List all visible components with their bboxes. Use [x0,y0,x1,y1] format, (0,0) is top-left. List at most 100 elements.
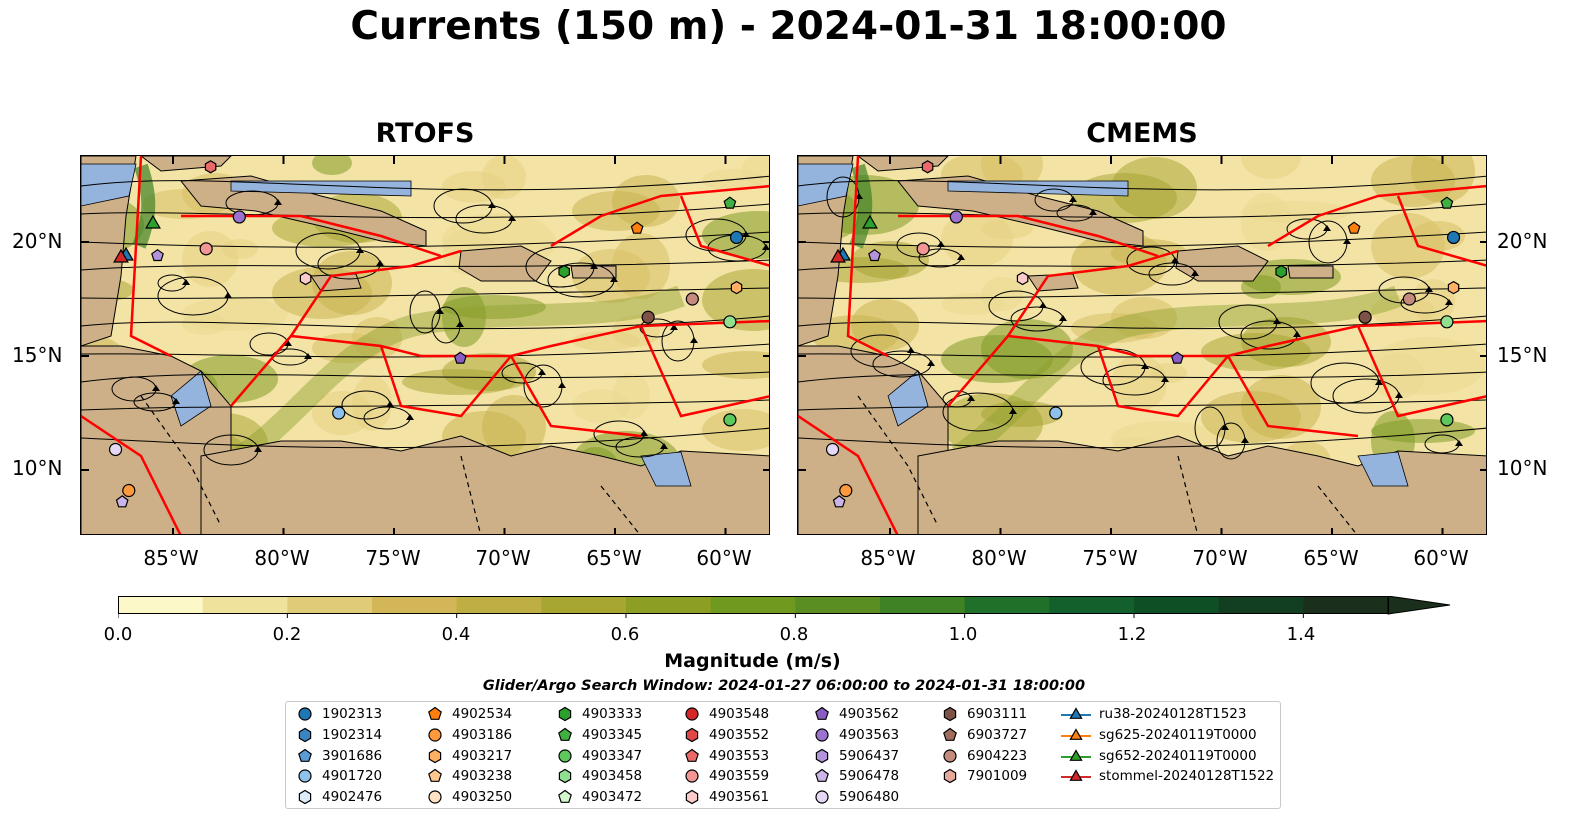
legend-label: 4902476 [322,789,383,806]
colorbar-segment [541,596,627,614]
legend-label: 4903345 [582,726,643,743]
legend-label: 4903561 [709,789,770,806]
speed-patch [702,351,769,379]
shallow-water [887,370,929,427]
lon-label-60w-left: 60°W [696,546,752,570]
colorbar-segment [1049,596,1135,614]
glider-marker [830,248,846,263]
lon-label-80w-right: 80°W [971,546,1027,570]
streamline-arrow [538,369,546,375]
strong-current-band [132,163,156,249]
speed-patch [1241,193,1291,251]
colorbar-segment [1134,596,1220,614]
map-canvas [81,156,769,534]
streamline-arrow [640,430,648,436]
legend-entry: 4903238 [426,766,512,786]
legend-entry: 5906437 [813,746,899,766]
eez-boundary [679,195,769,267]
streamline-arrow [1343,238,1351,244]
shallow-water [640,451,692,487]
legend-label: stommel-20240128T1522 [1099,768,1275,785]
land-mass [917,435,1486,534]
legend-entry: sg652-20240119T0000 [1061,746,1257,766]
streamline-arrow [1221,424,1229,430]
legend-label: 4903250 [452,789,513,806]
colorbar-segment [710,596,796,614]
legend-entry: 4903333 [556,704,642,724]
legend-entry: 4903552 [683,725,769,745]
colorbar-outline [118,596,1389,614]
legend-entry: stommel-20240128T1522 [1061,766,1274,786]
strong-current-band [234,285,685,466]
strong-current-band [849,163,873,249]
legend-label: 4903186 [452,726,513,743]
lat-label-15n-left: 15°N [12,343,63,367]
pentagon-marker-icon [815,769,829,783]
eez-boundary [846,156,889,358]
legend-entry: sg625-20240119T0000 [1061,725,1257,745]
cmems-map [797,155,1487,535]
legend-entry: 6904223 [941,746,1027,766]
shallow-water [170,370,212,427]
speed-patch [702,409,769,451]
circle-marker-icon [815,728,829,742]
eez-boundary [1226,355,1359,438]
circle-marker-icon [298,769,312,783]
shallow-water [230,180,412,197]
streamline-arrow [762,244,769,250]
rtofs-panel-title: RTOFS [375,118,475,149]
argo-float-marker [332,406,346,420]
axis-ticks [81,156,769,534]
country-border [140,395,641,534]
streamline [798,231,1486,248]
legend-entry: 7901009 [941,766,1027,786]
streamline-arrow [1241,437,1249,443]
rtofs-map [80,155,770,535]
argo-float-marker [730,280,743,295]
streamline [81,399,769,411]
colorbar-segment [456,596,542,614]
pentagon-marker-icon [428,769,442,783]
streamline [798,371,1486,383]
eez-boundary [1396,195,1486,267]
speed-patch [702,269,769,331]
streamline [798,315,1486,330]
colorbar-tick: 0.0 [103,624,133,645]
eez-boundary [1267,184,1486,248]
streamline [81,427,769,449]
argo-float-marker [1358,310,1372,324]
legend-label: 4902534 [452,706,513,722]
speed-patch [182,313,228,335]
legend-entry: 4903562 [813,704,899,724]
eez-boundary [639,325,769,418]
speed-patch [442,171,506,203]
argo-float-marker [868,248,881,262]
lon-label-75w-left: 75°W [365,546,421,570]
colorbar [118,596,1451,618]
eez-boundary [379,345,512,418]
legend-label: 4903472 [582,789,643,806]
streamline-arrow [508,215,516,221]
speed-patch [1371,295,1435,327]
land-mass [857,156,949,172]
legend-label: 4903562 [839,706,900,722]
eez-boundary [81,414,182,534]
circle-marker-icon [685,769,699,783]
argo-float-marker [115,495,129,508]
argo-float-marker [1446,230,1461,245]
legend-label: 1902314 [322,726,383,743]
streamline [798,399,1486,411]
lon-label-60w-right: 60°W [1413,546,1469,570]
legend-entry: 4903250 [426,787,512,807]
argo-float-marker [151,248,164,262]
legend-entry: 4901720 [296,766,382,786]
lat-label-10n-left: 10°N [12,456,63,480]
streamline [798,427,1486,449]
triangle-marker-icon [1061,728,1091,740]
glider-marker [113,248,129,263]
colorbar-segment [1218,596,1304,614]
legend-label: 5906480 [839,789,900,806]
lon-label-70w-right: 70°W [1192,546,1248,570]
streamline [798,343,1486,358]
speed-patch [442,287,486,347]
